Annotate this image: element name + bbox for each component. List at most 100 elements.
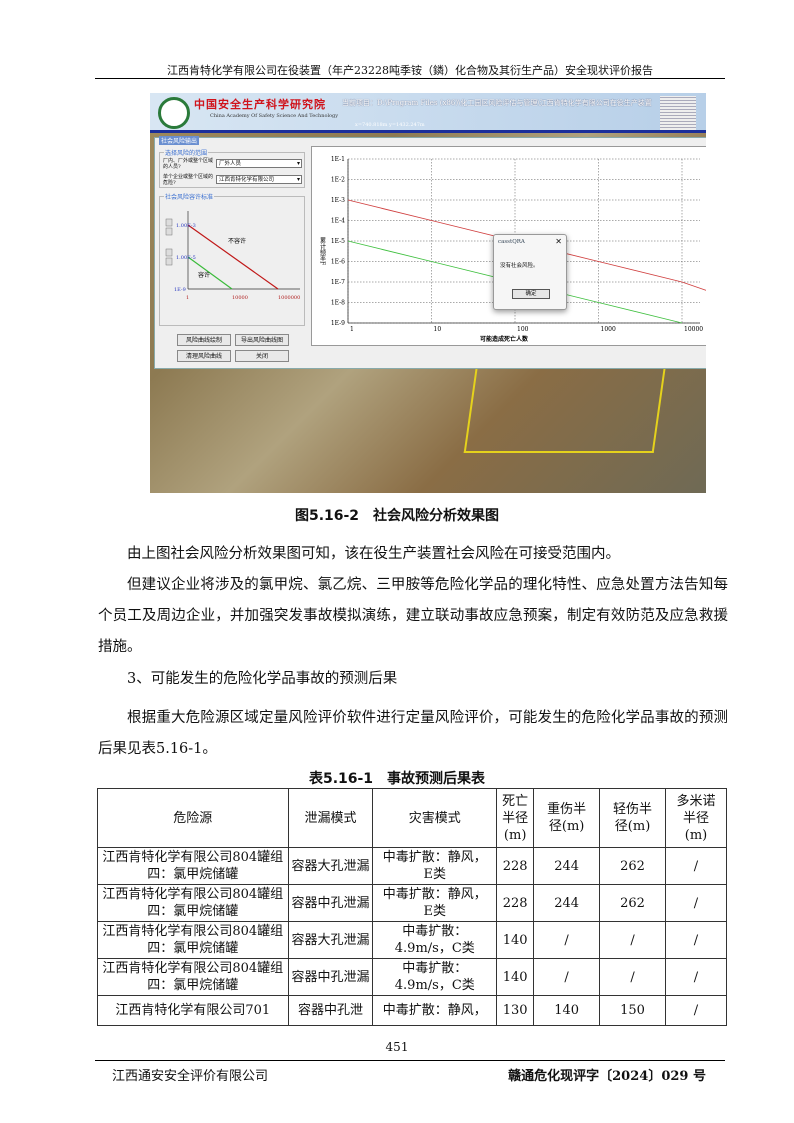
- col-header: 轻伤半径(m): [599, 788, 666, 848]
- mini-tick: 1.00E-3: [176, 223, 196, 229]
- intolerable-line: [187, 224, 279, 290]
- col-header: 重伤半径(m): [533, 788, 601, 848]
- q2-label: 单个企业或整个区域的危险?: [163, 174, 214, 186]
- up-arrow-button[interactable]: [165, 248, 173, 257]
- draw-curve-button[interactable]: 风险曲线绘制: [177, 334, 231, 346]
- table-row: 江西肯特化学有限公司804罐组四：氯甲烷储罐 容器中孔泄漏 中毒扩散：4.9m/s，…: [97, 958, 727, 996]
- table-cell: 容器大孔泄漏: [287, 847, 374, 885]
- y-tick-label: 1E-1: [331, 156, 345, 163]
- table-cell: 262: [599, 847, 666, 885]
- x-axis-label: 可能造成死亡人数: [480, 335, 529, 343]
- table-cell: /: [599, 958, 666, 996]
- table-cell: /: [665, 958, 727, 996]
- institute-name-en: China Academy Of Safety Science And Tech…: [210, 113, 339, 119]
- table-cell: 244: [533, 884, 601, 922]
- building-icon: [660, 96, 696, 130]
- table-cell: 中毒扩散：4.9m/s，C类: [372, 921, 498, 959]
- series-line-extension: [681, 281, 706, 291]
- y-tick-label: 1E-6: [331, 259, 345, 266]
- x-tick-label: 10: [434, 326, 442, 333]
- paragraph: 但建议企业将涉及的氯甲烷、氯乙烷、三甲胺等危险化学品的理化特性、应急处置方法告知…: [98, 577, 728, 655]
- x-tick-label: 1000: [601, 326, 616, 333]
- page-number: 451: [385, 1040, 409, 1054]
- table-cell: 江西肯特化学有限公司804罐组四：氯甲烷储罐: [97, 884, 289, 922]
- table-cell: /: [533, 958, 601, 996]
- criteria-mini-chart: 1.00E-3 1.00E-5 1E-9 1 10000 1000000 不容许…: [165, 211, 300, 301]
- x-tick-label: 100: [517, 326, 529, 333]
- zone-label: 不容许: [228, 237, 246, 245]
- up-arrow-button[interactable]: [165, 218, 173, 227]
- table-cell: 中毒扩散：4.9m/s，C类: [372, 958, 498, 996]
- clear-curve-button[interactable]: 清理风险曲线: [177, 350, 231, 362]
- x-tick-label: 10000: [684, 326, 703, 333]
- paragraph: 根据重大危险源区域定量风险评价软件进行定量风险评价，可能发生的危险化学品事故的预…: [98, 710, 728, 757]
- table-cell: 228: [496, 884, 535, 922]
- project-path: 当前项目：D:\Program Files (x86)\化工园区风险评估与管理\…: [342, 99, 652, 107]
- institute-logo-icon: [158, 97, 190, 129]
- table-cell: 江西肯特化学有限公司804罐组四：氯甲烷储罐: [97, 921, 289, 959]
- app-banner: 中国安全生产科学研究院 China Academy Of Safety Scie…: [150, 93, 706, 133]
- y-tick-label: 1E-4: [331, 218, 345, 225]
- y-tick-label: 1E-9: [331, 320, 345, 327]
- table-cell: /: [665, 884, 727, 922]
- table-row: 江西肯特化学有限公司804罐组四：氯甲烷储罐 容器中孔泄漏 中毒扩散：静风，E类 22…: [97, 884, 727, 922]
- close-button[interactable]: 关闭: [235, 350, 289, 362]
- table-cell: 244: [533, 847, 601, 885]
- ok-button[interactable]: 确定: [512, 289, 550, 299]
- col-header: 危险源: [97, 788, 289, 848]
- table-cell: 容器中孔泄漏: [287, 958, 374, 996]
- y-tick-label: 1E-7: [331, 279, 345, 286]
- table-cell: 150: [599, 995, 666, 1026]
- export-curve-button[interactable]: 导出风险曲线图: [235, 334, 289, 346]
- q2-select[interactable]: 江西肯特化学有限公司: [216, 175, 302, 184]
- down-arrow-button[interactable]: [165, 257, 173, 266]
- y-tick-label: 1E-3: [331, 197, 345, 204]
- mini-tick: 1: [186, 295, 189, 301]
- q1-label: 厂内、厂外或整个区域的人员?: [163, 158, 214, 170]
- dialog-title: casstQRA: [498, 239, 525, 245]
- col-header: 灾害模式: [372, 788, 498, 848]
- section-heading: 3、可能发生的危险化学品事故的预测后果: [127, 671, 398, 687]
- table-header-row: 危险源 泄漏模式 灾害模式 死亡半径(m) 重伤半径(m) 轻伤半径(m) 多米…: [97, 788, 727, 848]
- table-cell: /: [533, 921, 601, 959]
- footer-doc-number: 赣通危化现评字〔2024〕029 号: [508, 1069, 706, 1084]
- table-row: 江西肯特化学有限公司701 容器中孔泄 中毒扩散：静风， 130 140 150/: [97, 995, 727, 1026]
- table-cell: 江西肯特化学有限公司804罐组四：氯甲烷储罐: [97, 847, 289, 885]
- message-dialog: casstQRA ✕ 没有社会风险。 确定: [493, 234, 567, 310]
- table-title: 表5.16-1 事故预测后果表: [308, 771, 486, 787]
- mini-tick: 1E-9: [174, 287, 186, 293]
- table-cell: 140: [533, 995, 601, 1026]
- social-risk-panel: 社会风险输出 选择风险的范围 厂内、厂外或整个区域的人员? 厂外人员 单个企业或…: [154, 136, 706, 369]
- table-row: 江西肯特化学有限公司804罐组四：氯甲烷储罐 容器大孔泄漏 中毒扩散：4.9m/s，…: [97, 921, 727, 959]
- table-cell: 中毒扩散：静风，E类: [372, 847, 498, 885]
- mini-tick: 10000: [232, 295, 248, 301]
- y-tick-label: 1E-5: [331, 238, 345, 245]
- figure-caption: 图5.16-2 社会风险分析效果图: [294, 508, 500, 524]
- close-icon[interactable]: ✕: [555, 237, 562, 246]
- criteria-group: 社会风险容许标准 1.00E-3 1.00E-5 1E-9 1 10000 10…: [159, 192, 305, 326]
- y-tick-label: 1E-8: [331, 300, 345, 307]
- table-cell: /: [665, 921, 727, 959]
- panel-title: 社会风险输出: [159, 136, 200, 145]
- table-cell: 228: [496, 847, 535, 885]
- table-cell: 140: [496, 921, 535, 959]
- tolerable-line: [187, 256, 233, 290]
- y-axis-label: 累计频率F: [319, 237, 326, 265]
- mini-tick: 1.00E-5: [176, 255, 196, 261]
- x-tick-label: 1: [350, 326, 354, 333]
- down-arrow-button[interactable]: [165, 227, 173, 236]
- table-cell: /: [665, 847, 727, 885]
- table-cell: 中毒扩散：静风，E类: [372, 884, 498, 922]
- table-cell: 江西肯特化学有限公司701: [97, 995, 289, 1026]
- q1-select[interactable]: 厂外人员: [216, 159, 302, 168]
- table-cell: /: [599, 921, 666, 959]
- table-cell: 140: [496, 958, 535, 996]
- header-rule: [95, 78, 725, 79]
- software-screenshot: 中国安全生产科学研究院 China Academy Of Safety Scie…: [150, 93, 706, 493]
- table-cell: 262: [599, 884, 666, 922]
- table-cell: 中毒扩散：静风，: [372, 995, 498, 1026]
- site-boundary: [463, 363, 667, 453]
- criteria-group-label: 社会风险容许标准: [164, 192, 215, 201]
- footer-company: 江西通安安全评价有限公司: [112, 1069, 269, 1084]
- col-header: 泄漏模式: [287, 788, 374, 848]
